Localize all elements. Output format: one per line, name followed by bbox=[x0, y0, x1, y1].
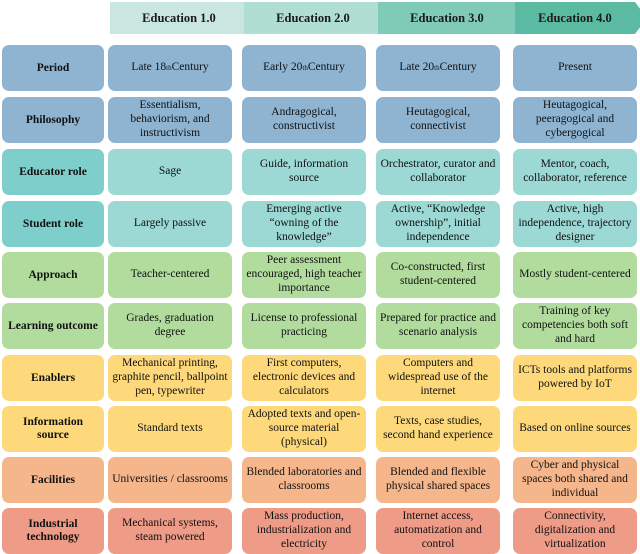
cell-industrial-technology-edu-3: Internet access, automatization and cont… bbox=[376, 508, 500, 554]
cell-educator-role-edu-4: Mentor, coach, collaborator, reference bbox=[513, 149, 637, 195]
row-label-period: Period bbox=[2, 45, 104, 91]
cell-educator-role-edu-1: Sage bbox=[108, 149, 232, 195]
row-label-enablers: Enablers bbox=[2, 355, 104, 401]
cell-philosophy-edu-1: Essentialism, behaviorism, and instructi… bbox=[108, 97, 232, 143]
row-label-facilities: Facilities bbox=[2, 457, 104, 503]
cell-student-role-edu-1: Largely passive bbox=[108, 201, 232, 247]
cell-information-source-edu-4: Based on online sources bbox=[513, 406, 637, 452]
cell-student-role-edu-3: Active, “Knowledge ownership”, initial i… bbox=[376, 201, 500, 247]
header-education-3: Education 3.0 bbox=[378, 2, 528, 34]
cell-approach-edu-4: Mostly student-centered bbox=[513, 252, 637, 298]
cell-information-source-edu-1: Standard texts bbox=[108, 406, 232, 452]
cell-facilities-edu-2: Blended laboratories and classrooms bbox=[242, 457, 366, 503]
cell-period-edu-4: Present bbox=[513, 45, 637, 91]
cell-enablers-edu-1: Mechanical printing, graphite pencil, ba… bbox=[108, 355, 232, 401]
row-label-educator-role: Educator role bbox=[2, 149, 104, 195]
header-education-1: Education 1.0 bbox=[110, 2, 260, 34]
cell-educator-role-edu-3: Orchestrator, curator and collaborator bbox=[376, 149, 500, 195]
cell-industrial-technology-edu-2: Mass production, industrialization and e… bbox=[242, 508, 366, 554]
cell-enablers-edu-3: Computers and widespread use of the inte… bbox=[376, 355, 500, 401]
cell-philosophy-edu-3: Heutagogical, connectivist bbox=[376, 97, 500, 143]
cell-enablers-edu-4: ICTs tools and platforms powered by IoT bbox=[513, 355, 637, 401]
cell-facilities-edu-1: Universities / classrooms bbox=[108, 457, 232, 503]
cell-industrial-technology-edu-4: Connectivity, digitalization and virtual… bbox=[513, 508, 637, 554]
cell-approach-edu-2: Peer assessment encouraged, high teacher… bbox=[242, 252, 366, 298]
cell-approach-edu-1: Teacher-centered bbox=[108, 252, 232, 298]
cell-enablers-edu-2: First computers, electronic devices and … bbox=[242, 355, 366, 401]
cell-student-role-edu-2: Emerging active “owning of the knowledge… bbox=[242, 201, 366, 247]
header-education-2: Education 2.0 bbox=[244, 2, 394, 34]
cell-philosophy-edu-4: Heutagogical, peeragogical and cybergogi… bbox=[513, 97, 637, 143]
cell-facilities-edu-4: Cyber and physical spaces both shared an… bbox=[513, 457, 637, 503]
cell-student-role-edu-4: Active, high independence, trajectory de… bbox=[513, 201, 637, 247]
cell-educator-role-edu-2: Guide, information source bbox=[242, 149, 366, 195]
cell-approach-edu-3: Co-constructed, first student-centered bbox=[376, 252, 500, 298]
row-label-approach: Approach bbox=[2, 252, 104, 298]
row-label-industrial-technology: Industrial technology bbox=[2, 508, 104, 554]
cell-philosophy-edu-2: Andragogical, constructivist bbox=[242, 97, 366, 143]
cell-facilities-edu-3: Blended and flexible physical shared spa… bbox=[376, 457, 500, 503]
cell-information-source-edu-2: Adopted texts and open-source material (… bbox=[242, 406, 366, 452]
row-label-student-role: Student role bbox=[2, 201, 104, 247]
cell-industrial-technology-edu-1: Mechanical systems, steam powered bbox=[108, 508, 232, 554]
cell-learning-outcome-edu-4: Training of key competencies both soft a… bbox=[513, 303, 637, 349]
cell-information-source-edu-3: Texts, case studies, second hand experie… bbox=[376, 406, 500, 452]
row-label-philosophy: Philosophy bbox=[2, 97, 104, 143]
row-label-information-source: Information source bbox=[2, 406, 104, 452]
cell-learning-outcome-edu-3: Prepared for practice and scenario analy… bbox=[376, 303, 500, 349]
cell-learning-outcome-edu-1: Grades, graduation degree bbox=[108, 303, 232, 349]
header-education-4: Education 4.0 bbox=[515, 2, 640, 34]
row-label-learning-outcome: Learning outcome bbox=[2, 303, 104, 349]
cell-learning-outcome-edu-2: License to professional practicing bbox=[242, 303, 366, 349]
